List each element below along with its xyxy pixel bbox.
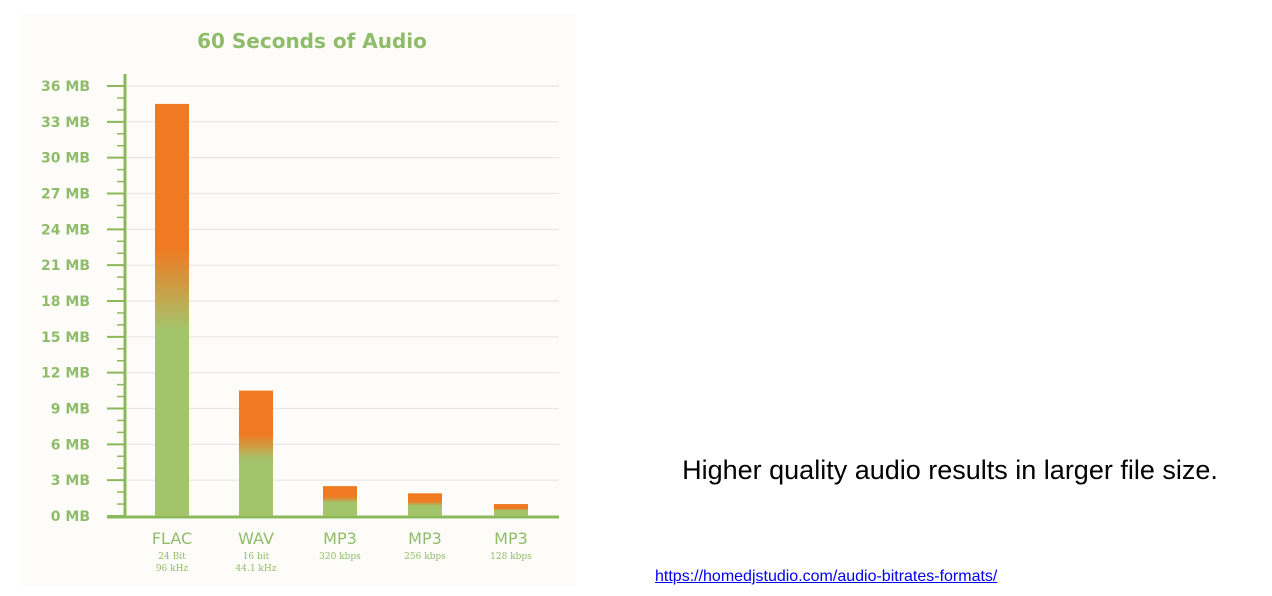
x-category-label: WAV bbox=[238, 529, 274, 548]
y-tick-label: 24 MB bbox=[41, 222, 90, 238]
x-category-label: MP3 bbox=[494, 529, 528, 548]
y-tick-label: 18 MB bbox=[41, 294, 90, 310]
bar-2 bbox=[239, 390, 273, 516]
caption-text: Higher quality audio results in larger f… bbox=[682, 455, 1218, 485]
x-sublabel: 128 kbps bbox=[490, 552, 532, 562]
y-tick-label: 27 MB bbox=[41, 187, 90, 203]
y-tick-label: 12 MB bbox=[41, 366, 90, 382]
x-category-label: MP3 bbox=[323, 529, 357, 548]
y-tick-label: 30 MB bbox=[41, 151, 90, 167]
y-tick-label: 36 MB bbox=[41, 79, 90, 95]
x-sublabel: 96 kHz bbox=[156, 564, 189, 574]
x-sublabel: 16 bit bbox=[243, 552, 270, 562]
bar-1 bbox=[155, 103, 189, 517]
x-sublabel: 256 kbps bbox=[404, 552, 446, 562]
y-tick-label: 6 MB bbox=[51, 437, 90, 453]
y-tick-label: 33 MB bbox=[41, 115, 90, 131]
bar-4 bbox=[408, 493, 442, 516]
y-tick-label: 3 MB bbox=[51, 473, 90, 489]
bar-5 bbox=[494, 504, 528, 516]
chart-panel: 60 Seconds of Audio 0 MB 3 MB 6 MB 9 MB 12 MB… bbox=[22, 14, 576, 586]
x-sublabel: 320 kbps bbox=[319, 552, 361, 562]
y-tick-label: 15 MB bbox=[41, 330, 90, 346]
y-tick-label: 9 MB bbox=[51, 402, 90, 418]
x-category-label: MP3 bbox=[408, 529, 442, 548]
x-category-label: FLAC bbox=[152, 529, 192, 548]
y-tick-label: 21 MB bbox=[41, 258, 90, 274]
chart-title: 60 Seconds of Audio bbox=[197, 29, 427, 53]
bar-3 bbox=[323, 486, 357, 516]
x-sublabel: 44.1 kHz bbox=[236, 564, 277, 574]
source-link[interactable]: https://homedjstudio.com/audio-bitrates-… bbox=[655, 568, 998, 585]
x-sublabel: 24 Bit bbox=[158, 552, 186, 562]
y-tick-label: 0 MB bbox=[51, 509, 90, 525]
bar-chart: 60 Seconds of Audio 0 MB 3 MB 6 MB 9 MB 12 MB… bbox=[41, 29, 559, 574]
